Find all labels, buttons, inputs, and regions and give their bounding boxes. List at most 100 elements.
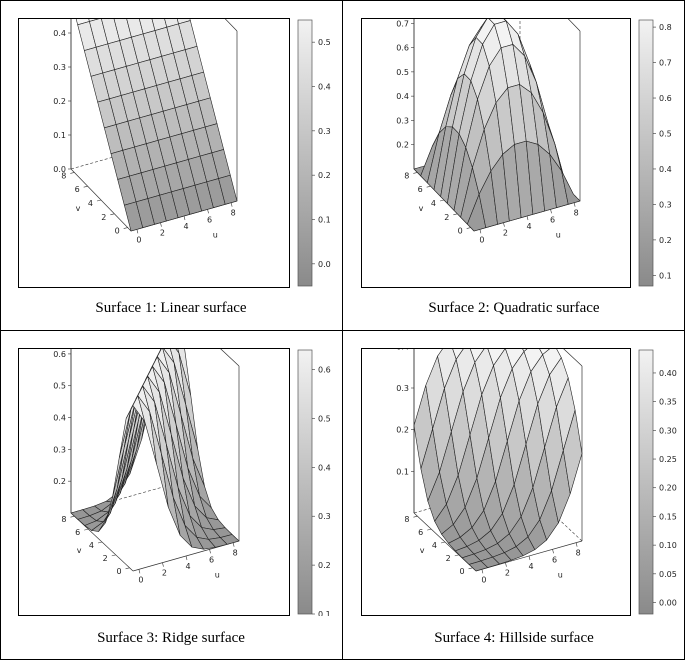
v-tick-label: 4 [88, 199, 93, 208]
colorbar-tick-label: 0.4 [318, 83, 331, 92]
u-tick-label: 0 [479, 235, 484, 244]
v-tick-label: 8 [61, 515, 66, 524]
colorbar-tick-label: 0.4 [659, 165, 672, 174]
z-tick-label: 0.4 [53, 29, 66, 38]
u-tick-label: 6 [552, 555, 557, 564]
u-tick [552, 549, 554, 554]
z-tick-label: 0.7 [396, 19, 409, 28]
z-tick-label: 0.5 [53, 382, 66, 391]
colorbar-tick-label: 0.6 [659, 94, 672, 103]
v-tick-label: 0 [116, 567, 121, 576]
z-tick-label: 0.4 [396, 92, 409, 101]
colorbar-2: 0.1 0.2 0.3 0.4 0.5 0.6 0.7 0.8 [638, 19, 672, 287]
v-tick-label: 6 [75, 528, 80, 537]
u-tick-label: 8 [576, 549, 581, 558]
v-axis-label: v [77, 546, 82, 555]
v-tick-label: 6 [75, 185, 80, 194]
u-tick-label: 4 [185, 562, 190, 571]
v-tick [439, 199, 445, 202]
colorbar-tick-label: 0.25 [659, 455, 677, 464]
colorbar-tick-label: 0.0 [318, 260, 331, 269]
u-tick [526, 215, 529, 221]
colorbar-tick-label: 0.35 [659, 398, 677, 407]
u-tick-label: 2 [162, 569, 167, 578]
u-tick [160, 222, 162, 227]
panel-divider-horizontal [0, 330, 685, 331]
u-tick [573, 202, 576, 207]
colorbar-bar [297, 349, 313, 615]
u-axis: 0 2 4 6 8 u [481, 542, 581, 584]
u-tick [207, 209, 209, 214]
colorbar-bar [297, 19, 313, 287]
surface-facet [160, 349, 180, 354]
surface-facet [563, 410, 583, 494]
z-tick-label: 0.2 [53, 477, 66, 486]
caption-1: Surface 1: Linear surface [95, 300, 247, 316]
v-tick-label: 0 [458, 227, 463, 236]
box-edge-hidden [70, 482, 178, 514]
z-tick-label: 0.2 [53, 97, 66, 106]
v-tick-label: 2 [101, 213, 106, 222]
colorbar-tick-label: 0.3 [318, 512, 331, 521]
colorbar-tick-label: 0.2 [318, 171, 331, 180]
v-tick-label: 4 [431, 199, 436, 208]
colorbar-1: 0.0 0.1 0.2 0.3 0.4 0.5 [297, 19, 331, 287]
u-tick-label: 8 [233, 549, 238, 558]
z-tick-label: 0.3 [396, 116, 409, 125]
plot-area-1: 0.00.10.20.30.40.502468u02468v [18, 18, 290, 288]
u-tick [481, 569, 484, 574]
u-tick [183, 215, 186, 221]
u-tick-label: 2 [503, 229, 508, 238]
v-tick-label: 0 [459, 567, 464, 576]
plot-area-3: 0.2 0.3 0.4 0.5 0.6 0 2 4 6 8 u 0 2 4 6 8 v [18, 348, 290, 616]
u-tick [479, 229, 482, 234]
u-tick [209, 549, 211, 554]
panel-surface-1: 0.00.10.20.30.40.502468u02468v 0.00.10.2… [0, 0, 342, 330]
z-tick-label: 0.6 [396, 44, 409, 53]
surface-facet [539, 349, 550, 356]
v-tick [466, 227, 471, 229]
u-tick-label: 0 [138, 575, 143, 584]
u-tick-label: 2 [505, 569, 510, 578]
colorbar-tick-label: 0.2 [659, 236, 672, 245]
colorbar-tick-label: 0.5 [318, 38, 331, 47]
u-tick [528, 555, 531, 561]
colorbar-bar [638, 349, 654, 615]
panel-surface-3: 0.2 0.3 0.4 0.5 0.6 0 2 4 6 8 u 0 2 4 6 8 v 0.1 0.2 0.3 0.4… [0, 331, 342, 661]
v-tick [125, 567, 130, 570]
surface-mesh [75, 19, 238, 232]
v-tick [70, 172, 75, 174]
u-tick [503, 222, 505, 227]
u-tick [162, 562, 164, 567]
surface-facet [561, 170, 581, 205]
z-tick-label: 0.3 [53, 63, 66, 72]
u-tick-label: 4 [528, 562, 533, 571]
v-axis-label: v [420, 546, 425, 555]
colorbar-tick-label: 0.3 [659, 200, 672, 209]
colorbar-tick-label: 0.30 [659, 426, 677, 435]
v-tick [454, 554, 459, 557]
v-tick [96, 199, 102, 202]
caption-2: Surface 2: Quadratic surface [428, 300, 600, 316]
v-tick-label: 8 [61, 171, 66, 180]
u-tick-label: 0 [481, 575, 486, 584]
colorbar-tick-label: 0.10 [659, 541, 677, 550]
v-tick-label: 2 [444, 213, 449, 222]
z-axis: 0.1 0.2 0.3 0.4 [396, 349, 415, 513]
u-axis-label: u [213, 230, 218, 239]
colorbar-tick-label: 0.00 [659, 599, 677, 608]
u-tick-label: 2 [160, 229, 165, 238]
colorbar-tick-label: 0.1 [318, 610, 331, 616]
v-tick [70, 515, 75, 518]
v-tick [413, 515, 418, 518]
u-tick [575, 542, 578, 547]
z-axis: 0.2 0.3 0.4 0.5 0.6 0.7 [396, 19, 415, 169]
u-tick-label: 0 [136, 235, 141, 244]
v-tick [84, 528, 89, 531]
